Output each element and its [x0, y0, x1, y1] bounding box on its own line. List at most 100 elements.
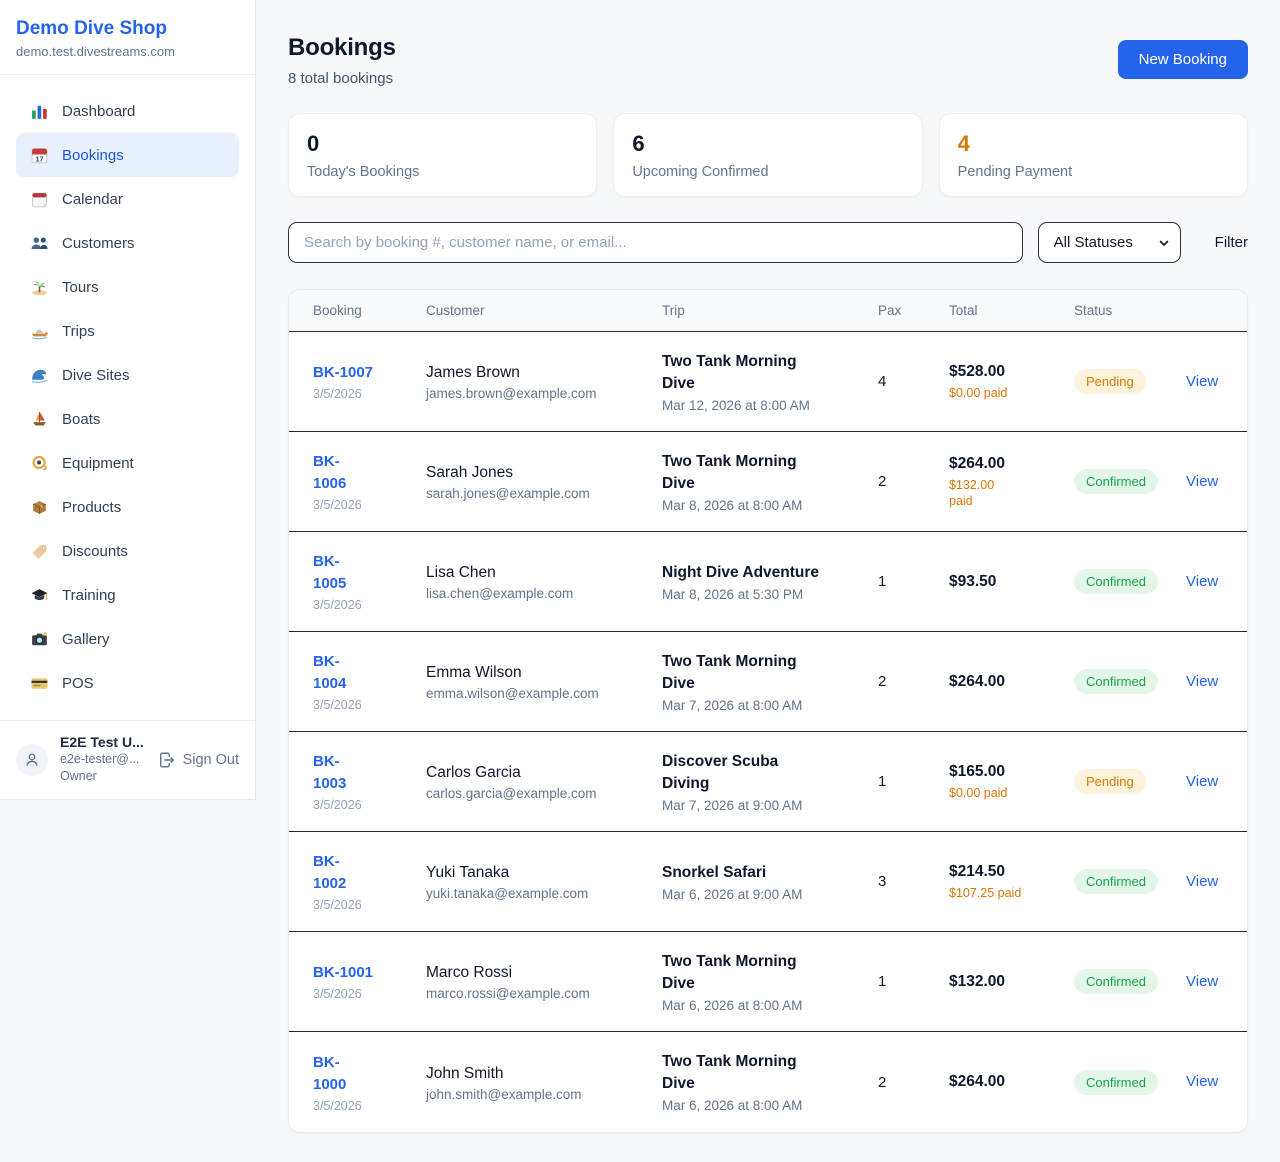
pax-count: 1 — [878, 973, 887, 990]
sidebar-item-boats[interactable]: Boats — [16, 397, 239, 441]
column-header-status: Status — [1074, 303, 1113, 318]
tag-icon — [30, 542, 49, 561]
stat-label: Upcoming Confirmed — [632, 164, 769, 180]
booking-link[interactable]: BK- 1006 — [313, 453, 347, 492]
trip-datetime: Mar 8, 2026 at 8:00 AM — [662, 497, 803, 513]
sidebar-item-equipment[interactable]: Equipment — [16, 441, 239, 485]
total-amount: $264.00 — [949, 672, 1006, 690]
status-badge: Confirmed — [1074, 869, 1158, 894]
view-link[interactable]: View — [1186, 672, 1219, 690]
column-header-total: Total — [949, 303, 978, 318]
people-icon — [30, 234, 49, 253]
sidebar-item-pos[interactable]: POS — [16, 661, 239, 705]
trip-datetime: Mar 8, 2026 at 5:30 PM — [662, 586, 804, 602]
avatar — [16, 743, 48, 776]
new-booking-button[interactable]: New Booking — [1117, 40, 1248, 79]
booking-date: 3/5/2026 — [313, 387, 362, 401]
view-link[interactable]: View — [1186, 1073, 1219, 1090]
total-amount: $93.50 — [949, 572, 997, 590]
sailboat-icon — [30, 410, 49, 429]
customer-email: marco.rossi@example.com — [426, 986, 590, 1001]
view-link[interactable]: View — [1186, 872, 1219, 890]
sidebar-item-gallery[interactable]: Gallery — [16, 617, 239, 661]
booking-link[interactable]: BK- 1003 — [313, 753, 347, 792]
sidebar-item-bookings[interactable]: 17 Bookings — [16, 133, 239, 177]
customer-name: Lisa Chen — [426, 564, 496, 581]
paid-amount: $0.00 paid — [949, 786, 1008, 800]
trip-name: Two Tank Morning Dive — [662, 952, 797, 992]
column-header-booking: Booking — [313, 303, 362, 318]
pax-count: 2 — [878, 673, 887, 690]
speedboat-icon — [30, 322, 49, 341]
svg-text:17: 17 — [36, 155, 44, 163]
sidebar-nav: Dashboard 17 Bookings Calendar Customers… — [0, 75, 255, 705]
customer-email: emma.wilson@example.com — [426, 686, 599, 701]
customer-name: Marco Rossi — [426, 964, 513, 981]
sidebar-item-customers[interactable]: Customers — [16, 221, 239, 265]
sidebar: Demo Dive Shop demo.test.divestreams.com… — [0, 0, 256, 800]
paid-amount: $107.25 paid — [949, 886, 1022, 900]
stat-value: 0 — [307, 131, 320, 156]
stat-label: Pending Payment — [957, 164, 1073, 180]
pax-count: 3 — [878, 873, 887, 890]
view-link[interactable]: View — [1186, 972, 1219, 990]
column-header-pax: Pax — [878, 303, 902, 318]
sidebar-item-training[interactable]: Training — [16, 573, 239, 617]
sidebar-item-calendar[interactable]: Calendar — [16, 177, 239, 221]
stat-card-upcoming-confirmed: 6 Upcoming Confirmed — [613, 113, 923, 197]
status-badge: Pending — [1074, 769, 1146, 794]
trip-name: Night Dive Adventure — [662, 563, 820, 581]
status-select[interactable]: All Statuses — [1037, 222, 1181, 263]
bookings-table: Booking Customer Trip Pax Total Status B… — [288, 289, 1248, 1133]
sidebar-item-trips[interactable]: Trips — [16, 309, 239, 353]
sidebar-item-products[interactable]: Products — [16, 485, 239, 529]
trip-datetime: Mar 7, 2026 at 9:00 AM — [662, 797, 803, 813]
sidebar-item-dashboard[interactable]: Dashboard — [16, 89, 239, 133]
brand-name: Demo Dive Shop — [16, 18, 167, 39]
booking-link[interactable]: BK- 1004 — [313, 653, 347, 692]
booking-date: 3/5/2026 — [313, 1098, 362, 1113]
customer-name: John Smith — [426, 1064, 504, 1082]
total-amount: $264.00 — [949, 1073, 1006, 1090]
customer-name: Yuki Tanaka — [426, 864, 510, 881]
stat-label: Today's Bookings — [307, 164, 420, 180]
booking-link[interactable]: BK-1001 — [313, 964, 374, 981]
island-icon — [30, 278, 49, 297]
search-input[interactable] — [288, 222, 1023, 263]
total-amount: $214.50 — [949, 863, 1006, 880]
booking-link[interactable]: BK- 1000 — [313, 1053, 347, 1093]
trip-name: Two Tank Morning Dive — [662, 1053, 797, 1092]
booking-link[interactable]: BK- 1005 — [313, 553, 347, 592]
page-subtitle: 8 total bookings — [288, 70, 394, 87]
credit-card-icon — [30, 674, 49, 693]
booking-link[interactable]: BK-1007 — [313, 364, 374, 381]
booking-date: 3/5/2026 — [313, 898, 362, 912]
booking-date: 3/5/2026 — [313, 598, 362, 612]
customer-email: carlos.garcia@example.com — [426, 786, 597, 801]
view-link[interactable]: View — [1186, 572, 1219, 590]
trip-datetime: Mar 12, 2026 at 8:00 AM — [662, 397, 810, 413]
filter-button[interactable]: Filter — [1214, 234, 1248, 251]
view-link[interactable]: View — [1186, 472, 1219, 490]
booking-link[interactable]: BK- 1002 — [313, 853, 347, 892]
stat-card-todays-bookings: 0 Today's Bookings — [288, 113, 598, 197]
status-badge: Confirmed — [1074, 569, 1158, 594]
stats-row: 0 Today's Bookings 6 Upcoming Confirmed … — [288, 113, 1248, 197]
table-row: BK-1007 3/5/2026 James Brown james.brown… — [289, 332, 1247, 432]
tearoff-calendar-icon — [30, 190, 49, 209]
person-icon — [26, 753, 38, 766]
user-email: e2e-tester@... — [60, 752, 140, 766]
view-link[interactable]: View — [1186, 372, 1219, 390]
table-row: BK- 1004 3/5/2026 Emma Wilson emma.wilso… — [289, 632, 1247, 732]
customer-name: Carlos Garcia — [426, 764, 521, 781]
paid-amount: $132.00 paid — [949, 478, 995, 508]
table-row: BK- 1002 3/5/2026 Yuki Tanaka yuki.tanak… — [289, 832, 1247, 932]
sidebar-item-dive-sites[interactable]: Dive Sites — [16, 353, 239, 397]
user-box: E2E Test U... e2e-tester@... Owner Sign … — [0, 720, 255, 799]
customer-email: sarah.jones@example.com — [426, 486, 590, 501]
sign-out-button[interactable]: Sign Out — [158, 751, 239, 769]
sidebar-item-tours[interactable]: Tours — [16, 265, 239, 309]
sidebar-item-discounts[interactable]: Discounts — [16, 529, 239, 573]
total-amount: $264.00 — [949, 455, 1006, 472]
view-link[interactable]: View — [1186, 772, 1219, 790]
